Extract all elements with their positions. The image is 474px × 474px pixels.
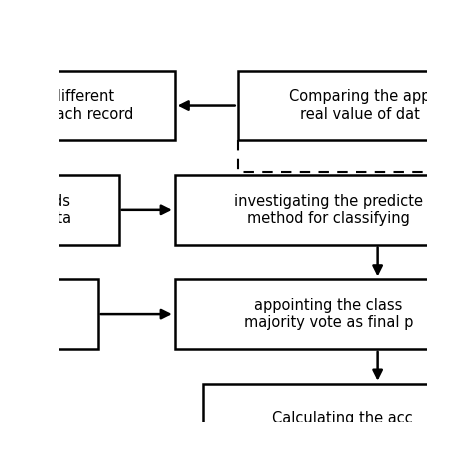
Text: ss
te: ss te [27,298,43,330]
Text: appointing the class
majority vote as final p: appointing the class majority vote as fi… [244,298,413,330]
Bar [175,279,474,349]
Bar [175,175,474,245]
Text: or different
n of each record: or different n of each record [14,89,133,122]
Text: Comparing the app
real value of dat: Comparing the app real value of dat [290,89,431,122]
Text: investigating the predicte
method for classifying: investigating the predicte method for cl… [234,193,423,226]
Text: ethods
st data: ethods st data [20,193,71,226]
Text: Calculating the acc: Calculating the acc [272,411,413,426]
Bar [237,71,474,140]
Bar [0,175,118,245]
Bar [0,279,98,349]
Bar [0,71,175,140]
Bar [203,383,474,453]
